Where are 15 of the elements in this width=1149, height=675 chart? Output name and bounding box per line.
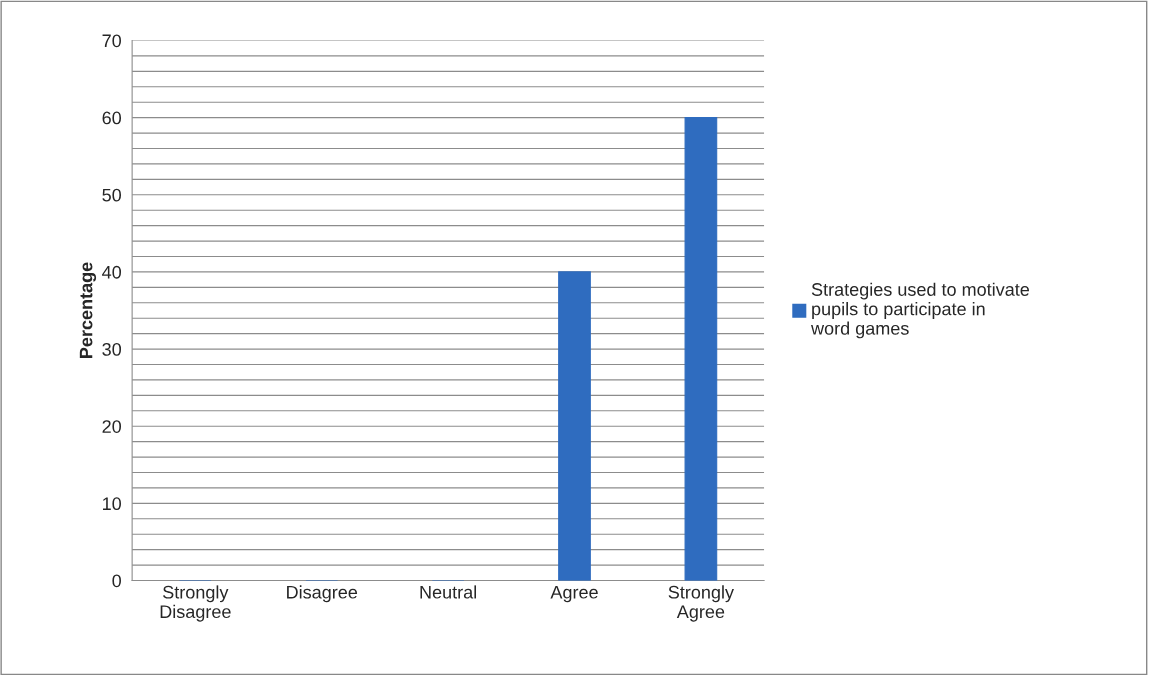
x-tick-label: Agree (550, 586, 598, 603)
y-axis-title: Percentage (79, 262, 97, 358)
y-tick-label: 40 (102, 265, 122, 279)
x-tick-label: Strongly Agree (668, 585, 734, 622)
y-tick-label: 0 (112, 574, 122, 588)
y-tick-label: 30 (102, 343, 122, 356)
y-tick-label: 50 (102, 188, 122, 202)
x-tick-label: Strongly Disagree (160, 585, 231, 622)
legend-label: Strategies used to motivate pupils to participate in word games (811, 282, 1030, 339)
x-tick-label: Neutral (420, 585, 477, 599)
y-tick-label: 20 (102, 420, 122, 433)
y-tick-label: 60 (102, 111, 122, 125)
y-tick-label: 10 (103, 497, 122, 511)
y-tick-label: 70 (102, 34, 122, 48)
x-tick-label: Disagree (287, 585, 358, 603)
